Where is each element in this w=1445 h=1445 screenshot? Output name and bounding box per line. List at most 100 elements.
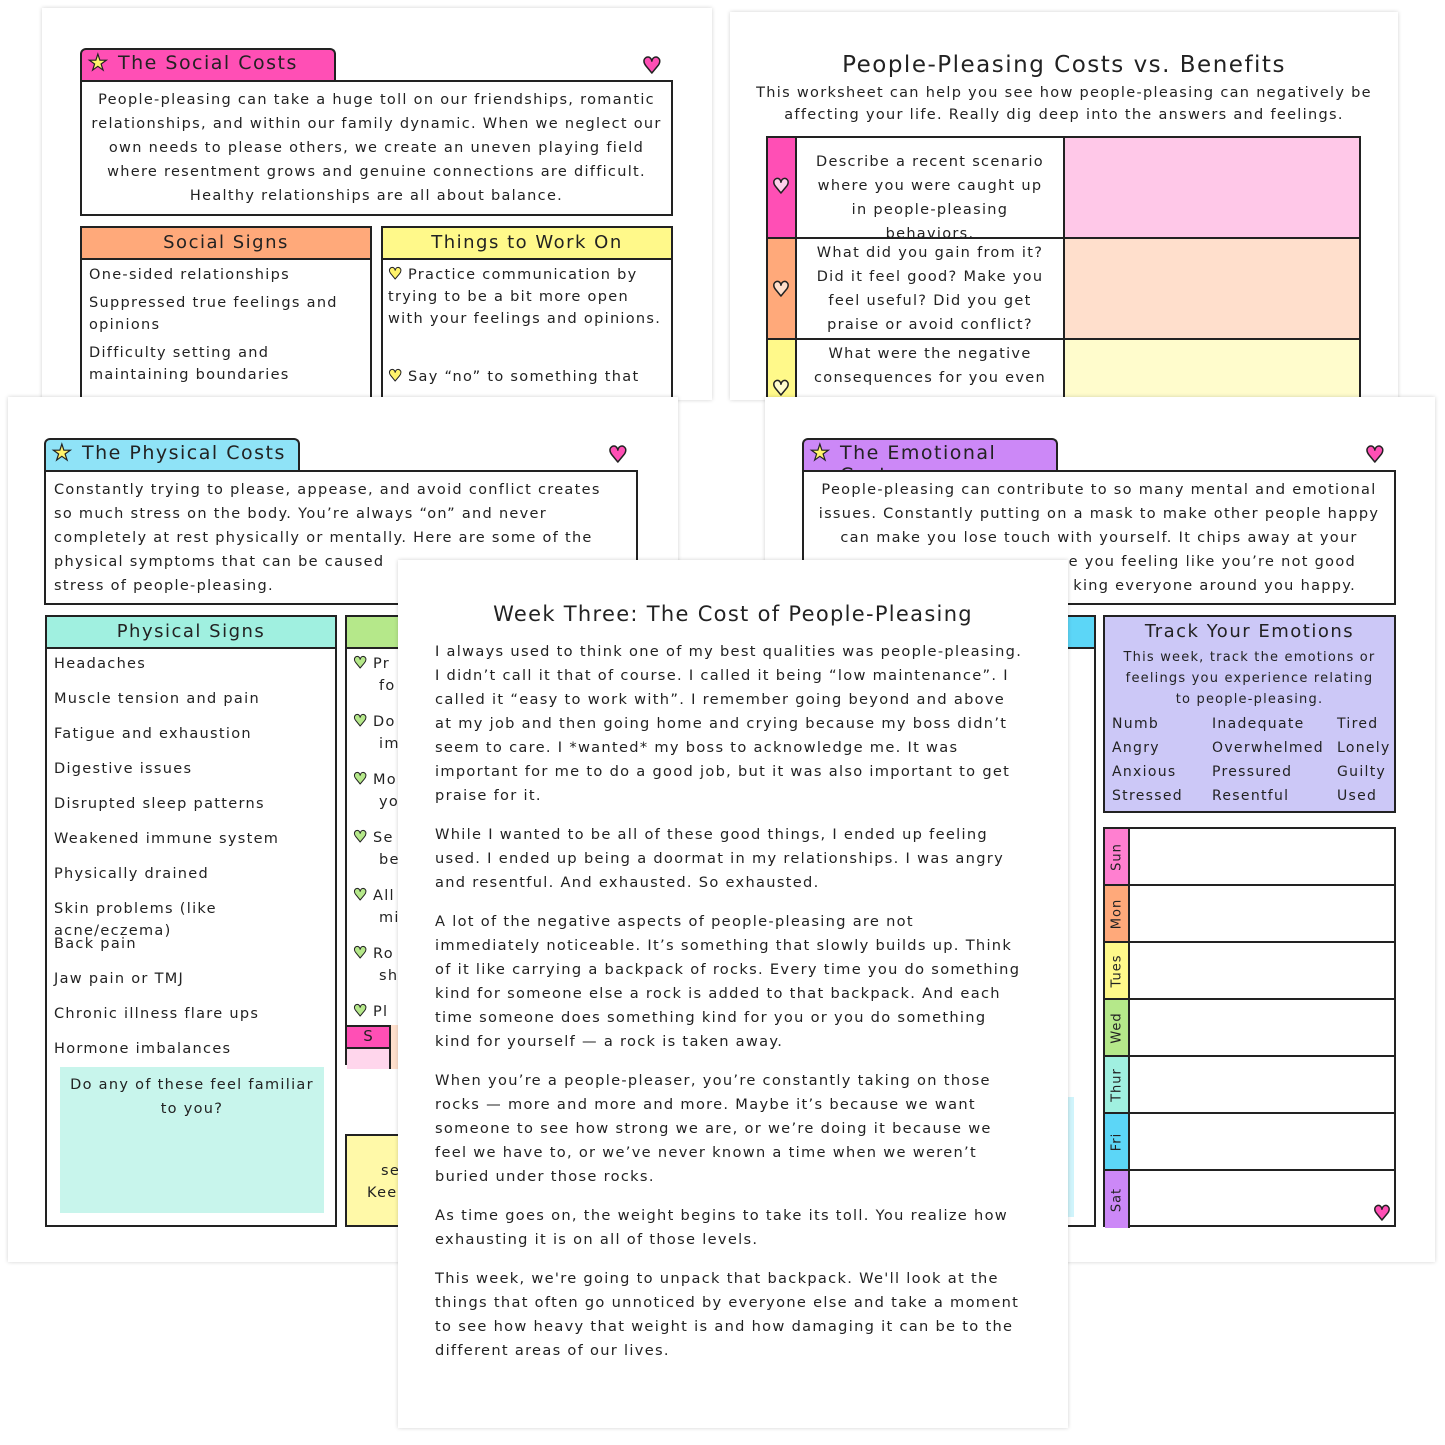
- day-text: Sat: [1109, 1187, 1124, 1212]
- costs-benefits-page: People-Pleasing Costs vs. Benefits This …: [730, 12, 1398, 400]
- physical-costs-tab: ★ The Physical Costs: [44, 438, 300, 471]
- list-item: Jaw pain or TMJ: [54, 971, 185, 987]
- intro-line: Constantly trying to please, appease, an…: [54, 482, 601, 498]
- emotional-costs-tab: ★The Emotional Costs: [802, 438, 1058, 486]
- item-text: Do: [373, 714, 396, 730]
- item-text: Pr: [373, 656, 391, 672]
- emotion-word: Anxious: [1112, 764, 1177, 780]
- list-item: ♥ Pr fo: [353, 653, 543, 697]
- day-label: Wed: [1105, 1000, 1130, 1057]
- item-text: sh: [379, 968, 399, 984]
- item-text: Se: [373, 830, 394, 846]
- item-text: be: [379, 852, 400, 868]
- familiar-note[interactable]: Do any of these feel familiar to you?: [60, 1067, 324, 1213]
- item-text: mi: [379, 910, 400, 926]
- star-icon: ★: [87, 50, 110, 76]
- intro-line: relationships, and within our family dyn…: [91, 116, 662, 132]
- item-text: fo: [379, 678, 396, 694]
- intro-line: where resentment grows and genuine conne…: [107, 164, 646, 180]
- day-entry-field[interactable]: [1130, 886, 1394, 943]
- day-text: Thur: [1109, 1067, 1124, 1102]
- emotion-word: Resentful: [1212, 788, 1290, 804]
- list-item: ♥ Se be: [353, 827, 543, 871]
- list-item: ♥ Ro sh: [353, 943, 543, 987]
- heart-icon: ♥: [353, 711, 369, 730]
- day-label: Sat: [1105, 1171, 1130, 1228]
- heart-icon: ♥: [388, 264, 404, 283]
- social-signs-header: Social Signs: [82, 228, 370, 260]
- list-item: Muscle tension and pain: [54, 691, 260, 707]
- paragraph: This week, we're going to unpack that ba…: [435, 1270, 1020, 1359]
- day-label: Fri: [1105, 1114, 1130, 1171]
- heart-icon: ♥: [353, 1001, 369, 1020]
- list-item: ♥ Practice communication by trying to be …: [388, 264, 668, 330]
- weekly-tracker: Sun Mon Tues Wed Thur Fri Sat: [1103, 827, 1396, 1228]
- physical-signs-header: Physical Signs: [47, 617, 335, 649]
- track-emotions-box: Track Your Emotions This week, track the…: [1103, 615, 1396, 813]
- paragraph: When you’re a people-pleaser, you’re con…: [435, 1072, 992, 1185]
- day-label: Sun: [1105, 829, 1130, 886]
- intro-line: stress of people-pleasing.: [54, 578, 274, 594]
- intro-line: issues. Constantly putting on a mask to …: [818, 506, 1380, 522]
- things-to-work-on-box: Things to Work On ♥ Practice communicatio…: [381, 226, 673, 400]
- question-cell: Describe a recent scenario where you wer…: [797, 138, 1065, 242]
- emotion-word: Used: [1337, 788, 1378, 804]
- heart-icon: ♥: [641, 54, 662, 79]
- emotion-word: Overwhelmed: [1212, 740, 1324, 756]
- list-item: One-sided relationships: [89, 267, 290, 283]
- day-label: Mon: [1105, 886, 1130, 943]
- heart-icon: ♥: [1364, 443, 1385, 468]
- item-text: Practice communication by trying to be a…: [388, 267, 662, 327]
- list-item: Back pain: [54, 936, 137, 952]
- page-title: Week Three: The Cost of People-Pleasing: [493, 602, 973, 626]
- question-cell: What did you gain from it? Did it feel g…: [797, 239, 1065, 340]
- intro-line: completely at rest physically or mentall…: [54, 530, 593, 546]
- emotion-word: Angry: [1112, 740, 1160, 756]
- note-text: Kee: [367, 1185, 398, 1201]
- intro-line: can make you lose touch with yourself. I…: [840, 530, 1358, 546]
- list-item: Difficulty setting and maintaining bound…: [89, 345, 290, 383]
- list-item: Skin problems (like acne/eczema): [54, 901, 217, 939]
- list-item: Suppressed true feelings and opinions: [89, 295, 338, 333]
- day-text: Tues: [1109, 954, 1124, 987]
- day-entry-field[interactable]: [1130, 1171, 1394, 1228]
- physical-signs-box: Physical Signs Headaches Muscle tension a…: [45, 615, 337, 1227]
- day-entry-field[interactable]: [1130, 829, 1394, 886]
- day-label: Tues: [1105, 943, 1130, 1000]
- star-icon: ★: [809, 440, 832, 466]
- intro-line: so much stress on the body. You’re alway…: [54, 506, 548, 522]
- page-title: People-Pleasing Costs vs. Benefits: [842, 52, 1286, 78]
- list-item: Physically drained: [54, 866, 209, 882]
- emotion-word: Guilty: [1337, 764, 1387, 780]
- heart-icon: ♥: [1372, 1201, 1391, 1225]
- section-title: The Social Costs: [118, 52, 298, 74]
- intro-line: e you feeling like you’re not good: [1068, 554, 1356, 570]
- week-three-page: Week Three: The Cost of People-Pleasing …: [398, 560, 1068, 1428]
- paragraph: As time goes on, the weight begins to ta…: [435, 1207, 1009, 1248]
- emotion-word: Lonely: [1337, 740, 1391, 756]
- day-entry-field[interactable]: [1130, 1000, 1394, 1057]
- list-item: ♥ Do im: [353, 711, 543, 755]
- answer-field[interactable]: [1065, 138, 1359, 239]
- day-entry-field[interactable]: [1130, 1057, 1394, 1114]
- list-item: Chronic illness flare ups: [54, 1006, 260, 1022]
- heart-icon: ♥: [771, 376, 790, 400]
- heart-icon: ♥: [353, 769, 369, 788]
- answer-field[interactable]: [1065, 340, 1359, 400]
- work-on-header: Things to Work On: [383, 228, 671, 260]
- list-item: Weakened immune system: [54, 831, 280, 847]
- question-cell: What were the negative consequences for …: [797, 340, 1065, 400]
- paragraph: I always used to think one of my best qu…: [435, 643, 1023, 804]
- social-intro: People-pleasing can take a huge toll on …: [80, 80, 673, 216]
- answer-field[interactable]: [1065, 239, 1359, 340]
- social-signs-box: Social Signs One-sided relationships Sup…: [80, 226, 372, 400]
- social-costs-tab: ★ The Social Costs: [80, 48, 336, 81]
- worksheet-table: ♥ Describe a recent scenario where you w…: [766, 136, 1361, 400]
- day-text: Mon: [1109, 898, 1124, 929]
- list-item: Headaches: [54, 656, 147, 672]
- item-text: Say “no” to something that: [408, 369, 640, 385]
- intro-line: own needs to please others, we create an…: [108, 140, 645, 156]
- day-entry-field[interactable]: [1130, 1114, 1394, 1171]
- day-entry-field[interactable]: [1130, 943, 1394, 1000]
- list-item: ♥ Say “no” to something that: [388, 366, 668, 388]
